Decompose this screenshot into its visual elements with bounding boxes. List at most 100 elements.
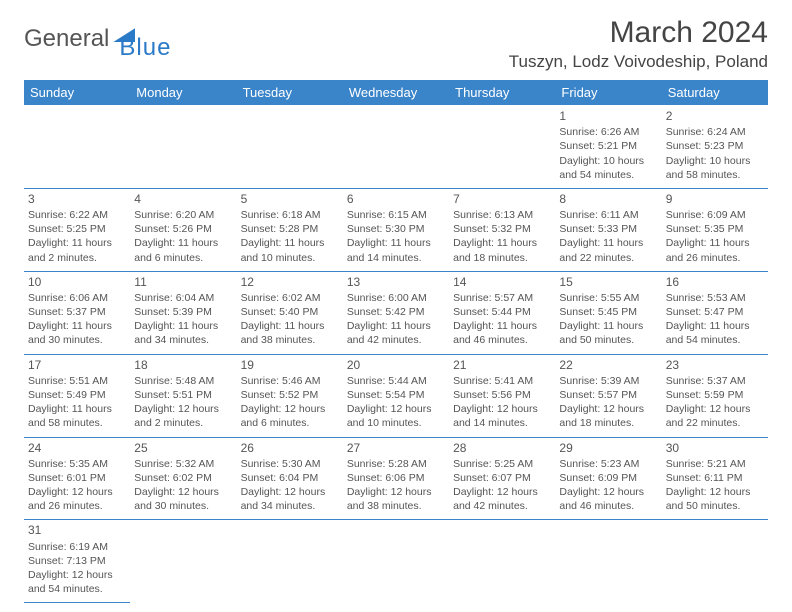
daylight-text: Daylight: 11 hours and 46 minutes. xyxy=(453,319,551,347)
daylight-text: Daylight: 11 hours and 34 minutes. xyxy=(134,319,232,347)
sunset-text: Sunset: 5:39 PM xyxy=(134,305,232,319)
daylight-text: Daylight: 12 hours and 26 minutes. xyxy=(28,485,126,513)
logo-text-general: General xyxy=(24,25,109,53)
sunrise-text: Sunrise: 5:30 AM xyxy=(241,457,339,471)
title-block: March 2024 Tuszyn, Lodz Voivodeship, Pol… xyxy=(509,16,768,72)
daylight-text: Daylight: 12 hours and 34 minutes. xyxy=(241,485,339,513)
daylight-text: Daylight: 12 hours and 30 minutes. xyxy=(134,485,232,513)
calendar-cell: 5Sunrise: 6:18 AMSunset: 5:28 PMDaylight… xyxy=(237,188,343,271)
sunset-text: Sunset: 5:25 PM xyxy=(28,222,126,236)
sunrise-text: Sunrise: 5:23 AM xyxy=(559,457,657,471)
calendar-cell-empty xyxy=(237,105,343,188)
daylight-text: Daylight: 11 hours and 38 minutes. xyxy=(241,319,339,347)
calendar-cell: 7Sunrise: 6:13 AMSunset: 5:32 PMDaylight… xyxy=(449,188,555,271)
sunset-text: Sunset: 5:44 PM xyxy=(453,305,551,319)
daylight-text: Daylight: 12 hours and 18 minutes. xyxy=(559,402,657,430)
day-number: 14 xyxy=(453,274,551,290)
sunset-text: Sunset: 5:32 PM xyxy=(453,222,551,236)
sunset-text: Sunset: 5:23 PM xyxy=(666,139,764,153)
sunset-text: Sunset: 5:51 PM xyxy=(134,388,232,402)
day-number: 27 xyxy=(347,440,445,456)
sunset-text: Sunset: 5:35 PM xyxy=(666,222,764,236)
calendar-cell: 3Sunrise: 6:22 AMSunset: 5:25 PMDaylight… xyxy=(24,188,130,271)
calendar-cell: 17Sunrise: 5:51 AMSunset: 5:49 PMDayligh… xyxy=(24,354,130,437)
calendar-cell: 25Sunrise: 5:32 AMSunset: 6:02 PMDayligh… xyxy=(130,437,236,520)
calendar-cell: 11Sunrise: 6:04 AMSunset: 5:39 PMDayligh… xyxy=(130,271,236,354)
daylight-text: Daylight: 11 hours and 30 minutes. xyxy=(28,319,126,347)
daylight-text: Daylight: 11 hours and 54 minutes. xyxy=(666,319,764,347)
calendar-cell: 27Sunrise: 5:28 AMSunset: 6:06 PMDayligh… xyxy=(343,437,449,520)
calendar-cell-empty xyxy=(343,520,449,603)
day-number: 18 xyxy=(134,357,232,373)
sunset-text: Sunset: 5:56 PM xyxy=(453,388,551,402)
calendar-cell: 15Sunrise: 5:55 AMSunset: 5:45 PMDayligh… xyxy=(555,271,661,354)
day-number: 5 xyxy=(241,191,339,207)
weekday-header: Tuesday xyxy=(237,80,343,105)
daylight-text: Daylight: 11 hours and 58 minutes. xyxy=(28,402,126,430)
calendar-row: 1Sunrise: 6:26 AMSunset: 5:21 PMDaylight… xyxy=(24,105,768,188)
day-number: 16 xyxy=(666,274,764,290)
sunset-text: Sunset: 5:37 PM xyxy=(28,305,126,319)
day-number: 25 xyxy=(134,440,232,456)
sunset-text: Sunset: 5:30 PM xyxy=(347,222,445,236)
daylight-text: Daylight: 11 hours and 6 minutes. xyxy=(134,236,232,264)
calendar-cell-empty xyxy=(449,105,555,188)
sunset-text: Sunset: 5:54 PM xyxy=(347,388,445,402)
sunrise-text: Sunrise: 5:41 AM xyxy=(453,374,551,388)
sunrise-text: Sunrise: 6:15 AM xyxy=(347,208,445,222)
sunset-text: Sunset: 6:02 PM xyxy=(134,471,232,485)
sunrise-text: Sunrise: 6:22 AM xyxy=(28,208,126,222)
sunrise-text: Sunrise: 5:53 AM xyxy=(666,291,764,305)
sunset-text: Sunset: 5:59 PM xyxy=(666,388,764,402)
daylight-text: Daylight: 12 hours and 46 minutes. xyxy=(559,485,657,513)
sunrise-text: Sunrise: 5:37 AM xyxy=(666,374,764,388)
sunset-text: Sunset: 5:42 PM xyxy=(347,305,445,319)
sunrise-text: Sunrise: 5:39 AM xyxy=(559,374,657,388)
day-number: 28 xyxy=(453,440,551,456)
daylight-text: Daylight: 10 hours and 54 minutes. xyxy=(559,154,657,182)
sunrise-text: Sunrise: 5:32 AM xyxy=(134,457,232,471)
daylight-text: Daylight: 12 hours and 14 minutes. xyxy=(453,402,551,430)
sunset-text: Sunset: 6:11 PM xyxy=(666,471,764,485)
calendar-cell: 21Sunrise: 5:41 AMSunset: 5:56 PMDayligh… xyxy=(449,354,555,437)
logo: General Blue xyxy=(24,16,171,62)
sunset-text: Sunset: 5:33 PM xyxy=(559,222,657,236)
sunset-text: Sunset: 6:07 PM xyxy=(453,471,551,485)
sunrise-text: Sunrise: 5:55 AM xyxy=(559,291,657,305)
daylight-text: Daylight: 11 hours and 42 minutes. xyxy=(347,319,445,347)
day-number: 13 xyxy=(347,274,445,290)
calendar-cell: 26Sunrise: 5:30 AMSunset: 6:04 PMDayligh… xyxy=(237,437,343,520)
calendar-cell-empty xyxy=(130,520,236,603)
calendar-cell: 29Sunrise: 5:23 AMSunset: 6:09 PMDayligh… xyxy=(555,437,661,520)
calendar-cell: 30Sunrise: 5:21 AMSunset: 6:11 PMDayligh… xyxy=(662,437,768,520)
calendar-cell-empty xyxy=(555,520,661,603)
calendar-cell: 19Sunrise: 5:46 AMSunset: 5:52 PMDayligh… xyxy=(237,354,343,437)
sunset-text: Sunset: 5:45 PM xyxy=(559,305,657,319)
sunrise-text: Sunrise: 6:02 AM xyxy=(241,291,339,305)
sunrise-text: Sunrise: 5:21 AM xyxy=(666,457,764,471)
calendar-cell-empty xyxy=(449,520,555,603)
sunset-text: Sunset: 5:28 PM xyxy=(241,222,339,236)
calendar-cell: 16Sunrise: 5:53 AMSunset: 5:47 PMDayligh… xyxy=(662,271,768,354)
calendar-body: 1Sunrise: 6:26 AMSunset: 5:21 PMDaylight… xyxy=(24,105,768,603)
calendar-cell: 20Sunrise: 5:44 AMSunset: 5:54 PMDayligh… xyxy=(343,354,449,437)
calendar-row: 3Sunrise: 6:22 AMSunset: 5:25 PMDaylight… xyxy=(24,188,768,271)
calendar-cell: 14Sunrise: 5:57 AMSunset: 5:44 PMDayligh… xyxy=(449,271,555,354)
daylight-text: Daylight: 12 hours and 10 minutes. xyxy=(347,402,445,430)
calendar-cell: 28Sunrise: 5:25 AMSunset: 6:07 PMDayligh… xyxy=(449,437,555,520)
sunset-text: Sunset: 6:06 PM xyxy=(347,471,445,485)
calendar-cell: 4Sunrise: 6:20 AMSunset: 5:26 PMDaylight… xyxy=(130,188,236,271)
calendar-cell-empty xyxy=(24,105,130,188)
location: Tuszyn, Lodz Voivodeship, Poland xyxy=(509,52,768,72)
day-number: 21 xyxy=(453,357,551,373)
weekday-header: Thursday xyxy=(449,80,555,105)
calendar-cell-empty xyxy=(662,520,768,603)
sunset-text: Sunset: 5:49 PM xyxy=(28,388,126,402)
daylight-text: Daylight: 11 hours and 22 minutes. xyxy=(559,236,657,264)
daylight-text: Daylight: 12 hours and 42 minutes. xyxy=(453,485,551,513)
day-number: 2 xyxy=(666,108,764,124)
sunset-text: Sunset: 6:01 PM xyxy=(28,471,126,485)
sunset-text: Sunset: 6:04 PM xyxy=(241,471,339,485)
day-number: 12 xyxy=(241,274,339,290)
day-number: 17 xyxy=(28,357,126,373)
